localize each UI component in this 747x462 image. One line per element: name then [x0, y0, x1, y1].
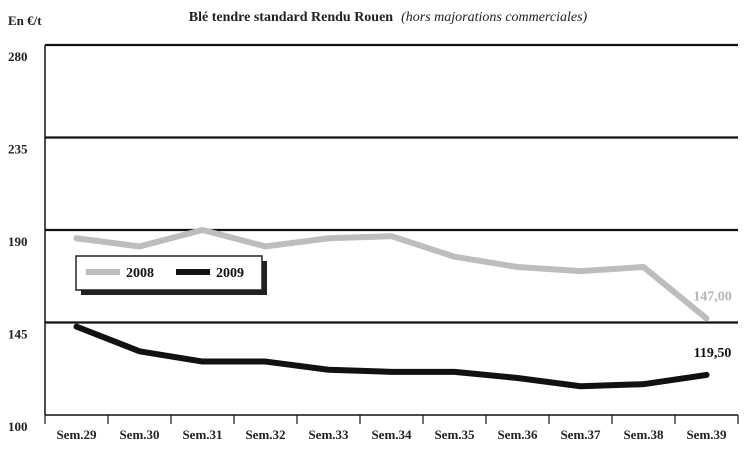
legend-label-2008: 2008 — [126, 266, 154, 281]
y-tick-labels: 100 145 190 235 280 — [8, 49, 28, 434]
x-tick-labels: Sem.29 Sem.30 Sem.31 Sem.32 Sem.33 Sem.34 Sem.… — [56, 427, 727, 442]
x-tick-label: Sem.36 — [497, 427, 538, 442]
legend-label-2009: 2009 — [216, 266, 244, 281]
y-axis-unit: En €/t — [8, 13, 42, 28]
series-line-2009 — [73, 323, 710, 390]
y-tick-label-235: 235 — [8, 142, 28, 157]
grid-lines — [44, 43, 739, 424]
x-tick-label: Sem.37 — [560, 427, 601, 442]
x-tick-label: Sem.31 — [182, 427, 222, 442]
y-tick-label-190: 190 — [8, 234, 28, 249]
series-lines — [73, 227, 710, 390]
y-tick-label-100: 100 — [8, 419, 28, 434]
chart-title: Blé tendre standard Rendu Rouen (hors ma… — [189, 8, 588, 25]
y-tick-label-145: 145 — [8, 327, 28, 342]
x-tick-label: Sem.30 — [119, 427, 159, 442]
series-line-2008 — [73, 227, 710, 322]
x-tick-label: Sem.39 — [686, 427, 727, 442]
x-tick-label: Sem.32 — [245, 427, 285, 442]
x-tick-label: Sem.38 — [623, 427, 664, 442]
end-label-2009: 119,50 — [694, 346, 732, 361]
end-label-2008: 147,00 — [693, 289, 732, 304]
legend: 2008 2009 — [75, 255, 267, 295]
x-tick-label: Sem.35 — [434, 427, 475, 442]
y-tick-label-280: 280 — [8, 49, 28, 64]
end-labels: 147,00 119,50 — [693, 289, 732, 361]
x-tick-label: Sem.29 — [56, 427, 97, 442]
x-tick-label: Sem.34 — [371, 427, 412, 442]
x-tick-label: Sem.33 — [308, 427, 349, 442]
